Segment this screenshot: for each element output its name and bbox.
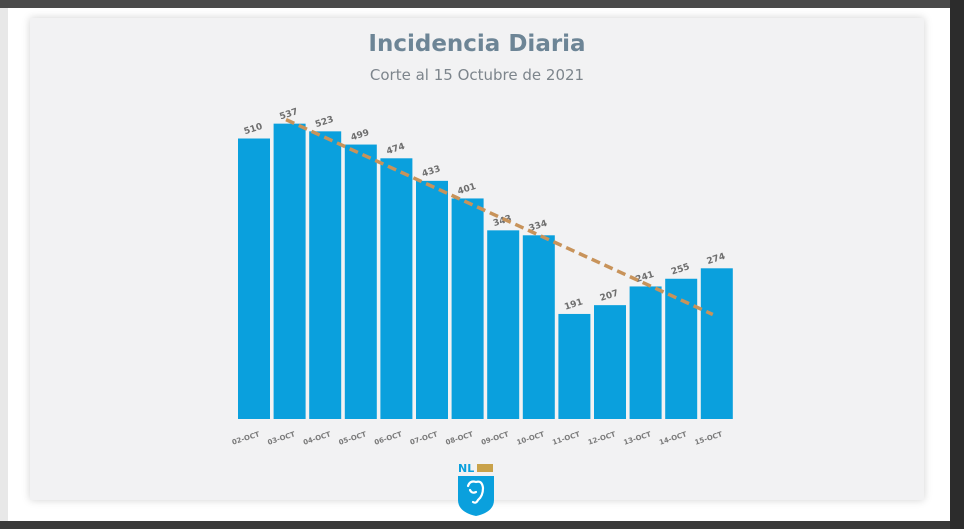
bar-11-oct [558, 313, 591, 419]
data-label: 274 [706, 252, 727, 267]
data-label: 191 [563, 297, 584, 312]
logo-text: NL [458, 462, 474, 475]
data-label: 255 [670, 262, 691, 277]
logo-badge [477, 464, 493, 472]
screen-frame-left [0, 0, 8, 529]
x-tick-label: 08-OCT [445, 430, 475, 446]
chart-subtitle: Corte al 15 Octubre de 2021 [369, 66, 585, 84]
data-label: 523 [314, 115, 335, 130]
logo-glyph [466, 480, 485, 504]
data-label: 510 [243, 122, 264, 137]
x-tick-label: 05-OCT [338, 430, 368, 446]
x-tick-label: 06-OCT [373, 430, 403, 446]
bar-02-oct [238, 138, 270, 419]
chart-title: Incidencia Diaria [368, 31, 586, 57]
data-label: 474 [385, 142, 406, 157]
x-tick-label: 13-OCT [623, 430, 653, 446]
bar-04-oct [309, 131, 342, 419]
bar-06-oct [380, 158, 413, 420]
screen-frame-right [950, 0, 964, 529]
x-tick-label: 04-OCT [302, 430, 332, 446]
x-tick-label: 14-OCT [658, 430, 688, 446]
bar-08-oct [451, 198, 484, 419]
x-tick-label: 02-OCT [231, 430, 261, 446]
x-tick-label: 12-OCT [587, 430, 617, 446]
bar-13-oct [629, 286, 662, 419]
trend-line [285, 118, 714, 317]
x-tick-label: 09-OCT [480, 430, 510, 446]
data-label: 433 [421, 164, 442, 179]
bar-09-oct [487, 230, 520, 419]
data-label: 207 [599, 289, 620, 304]
bar-03-oct [273, 123, 306, 420]
x-tick-label: 10-OCT [516, 430, 546, 446]
x-tick-label: 07-OCT [409, 430, 439, 446]
bar-14-oct [665, 278, 698, 419]
x-tick-label: 15-OCT [694, 430, 724, 446]
nuevo-leon-shield-icon: NL [458, 462, 494, 516]
x-tick-label: 11-OCT [551, 430, 581, 446]
bar-12-oct [594, 305, 626, 419]
bar-07-oct [416, 180, 448, 419]
data-label: 401 [456, 182, 477, 197]
screen-frame-bottom [0, 521, 964, 529]
bar-15-oct [700, 268, 733, 419]
screen-frame-top [0, 0, 964, 8]
x-tick-label: 03-OCT [267, 430, 297, 446]
data-label: 499 [350, 128, 371, 143]
bar-10-oct [522, 235, 555, 419]
bar-05-oct [344, 144, 377, 420]
